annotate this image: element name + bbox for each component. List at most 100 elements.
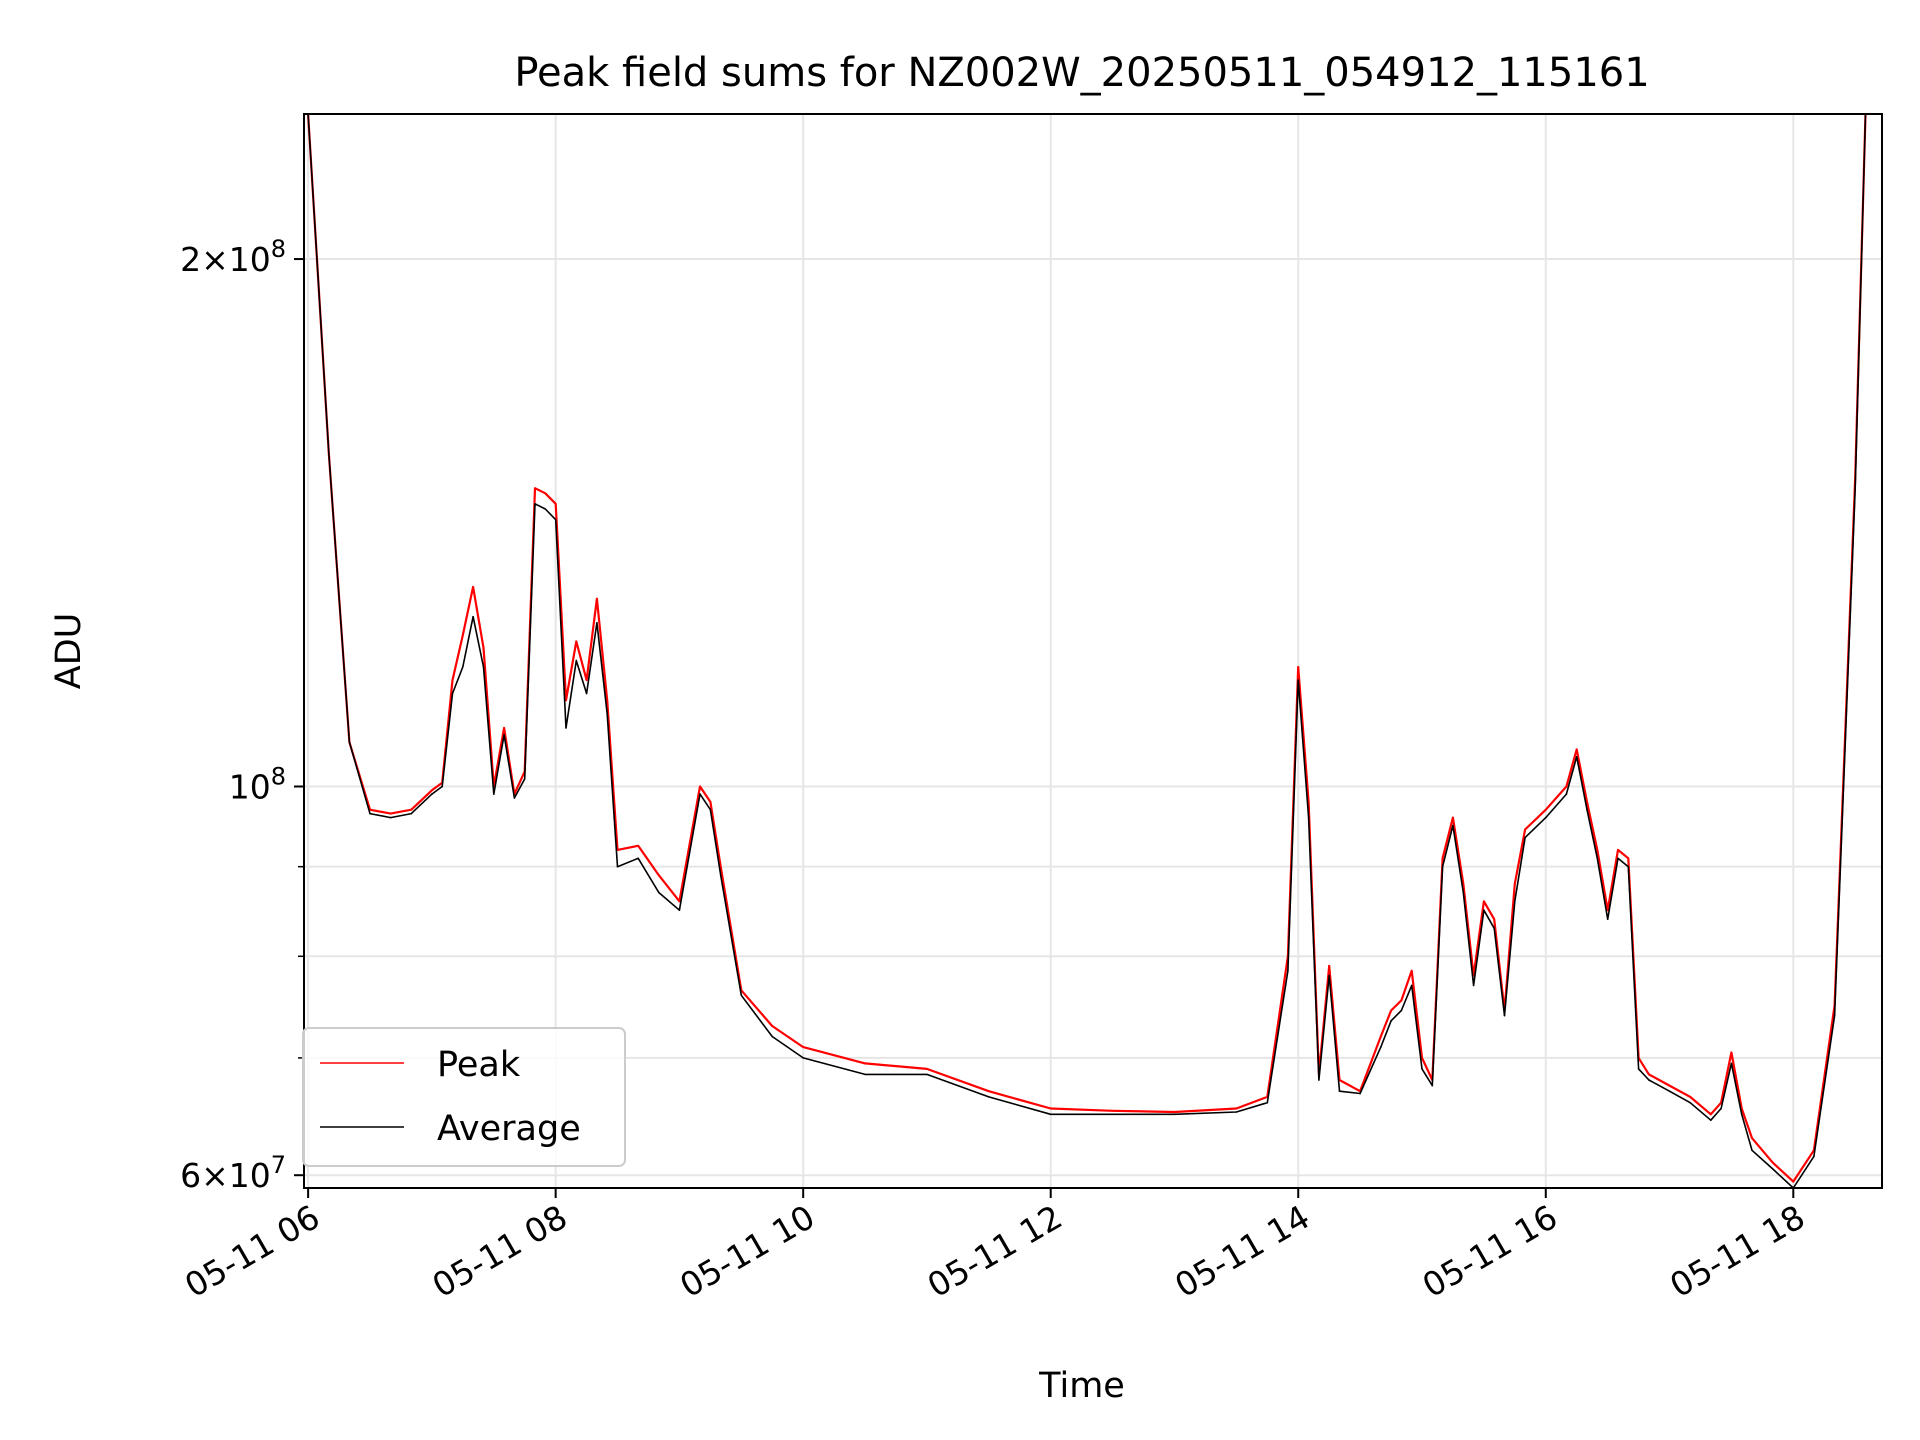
data-point-average	[565, 727, 567, 729]
legend-label-average: Average	[437, 1109, 581, 1149]
data-point-average	[1421, 1068, 1423, 1070]
data-point-average	[1627, 865, 1630, 868]
y-tick-label: 6×107	[180, 1151, 286, 1195]
data-point-average	[1410, 984, 1413, 987]
data-point-average	[1730, 1062, 1733, 1065]
data-point-average	[1338, 1090, 1341, 1092]
data-point-average	[1462, 891, 1465, 894]
data-point-peak	[410, 808, 413, 811]
data-point-average	[1493, 927, 1495, 930]
data-point-peak	[1575, 748, 1578, 751]
data-point-average	[585, 692, 588, 695]
data-point-average	[1740, 1113, 1743, 1116]
data-point-average	[1514, 900, 1516, 903]
data-point-peak	[1617, 849, 1619, 851]
data-point-average	[431, 793, 433, 795]
data-point-peak	[606, 699, 608, 702]
data-point-average	[441, 785, 444, 788]
data-point-peak	[1689, 1096, 1691, 1098]
data-point-average	[472, 615, 474, 618]
data-point-average	[1297, 679, 1299, 681]
data-point-average	[534, 503, 536, 505]
data-point-peak	[1710, 1113, 1712, 1116]
data-point-peak	[658, 874, 660, 876]
data-point-average	[1637, 1068, 1640, 1070]
data-point-average	[606, 713, 608, 715]
data-point-peak	[565, 699, 567, 702]
data-point-peak	[1410, 969, 1413, 972]
data-point-average	[1452, 824, 1454, 827]
data-point-average	[575, 659, 578, 662]
data-point-average	[1813, 1155, 1815, 1158]
data-point-peak	[1648, 1073, 1650, 1076]
y-axis-label: ADU	[49, 613, 89, 690]
data-point-peak	[864, 1062, 866, 1065]
data-point-average	[1565, 793, 1568, 795]
chart-title: Peak field sums for NZ002W_20250511_0549…	[514, 50, 1649, 96]
series-layer	[307, 114, 1867, 1188]
data-point-peak	[1328, 965, 1330, 967]
data-point-average	[1483, 909, 1485, 911]
data-point-peak	[1049, 1107, 1052, 1110]
data-point-peak	[482, 647, 485, 649]
data-point-average	[482, 666, 485, 668]
data-point-peak	[1792, 1180, 1795, 1183]
data-point-peak	[1720, 1101, 1722, 1104]
data-point-peak	[503, 727, 505, 729]
data-point-average	[462, 666, 464, 668]
data-point-average	[678, 909, 681, 911]
data-point-average	[1668, 1090, 1671, 1092]
data-point-peak	[1235, 1107, 1238, 1110]
data-point-average	[1111, 1113, 1114, 1116]
data-point-peak	[678, 900, 681, 903]
data-point-peak	[1111, 1110, 1114, 1112]
data-point-average	[1503, 1014, 1506, 1017]
data-point-average	[389, 816, 392, 819]
data-point-peak	[389, 812, 392, 815]
data-point-peak	[1421, 1057, 1423, 1059]
data-point-average	[1586, 808, 1588, 811]
data-point-average	[926, 1073, 928, 1076]
data-point-average	[596, 622, 598, 624]
data-point-peak	[585, 679, 588, 681]
data-point-average	[1318, 1079, 1320, 1081]
data-point-average	[1472, 984, 1475, 987]
data-point-average	[1689, 1101, 1691, 1104]
data-point-average	[493, 793, 495, 795]
data-point-peak	[771, 1025, 773, 1027]
data-point-average	[1751, 1149, 1753, 1152]
data-point-average	[1854, 487, 1856, 490]
data-point-peak	[699, 785, 701, 788]
data-point-average	[699, 793, 701, 795]
data-point-average	[1617, 857, 1619, 860]
data-point-average	[1431, 1084, 1434, 1087]
data-point-average	[348, 741, 351, 743]
data-point-average	[544, 508, 547, 510]
plot-frame	[303, 113, 1883, 1189]
data-point-peak	[431, 789, 433, 792]
legend: Peak Average	[302, 1027, 626, 1167]
data-point-peak	[1627, 857, 1630, 860]
data-point-average	[1235, 1111, 1238, 1113]
data-point-average	[1710, 1119, 1712, 1121]
data-point-average	[802, 1057, 804, 1059]
data-point-peak	[1586, 801, 1588, 803]
data-point-average	[1049, 1113, 1052, 1116]
data-point-average	[1380, 1046, 1382, 1048]
data-point-average	[1307, 816, 1310, 819]
data-point-average	[988, 1096, 990, 1098]
data-point-peak	[1730, 1051, 1733, 1054]
data-point-peak	[544, 492, 547, 495]
data-point-peak	[1524, 828, 1526, 831]
data-point-peak	[1514, 883, 1516, 885]
data-point-peak	[1483, 900, 1485, 903]
data-point-average	[1359, 1092, 1361, 1095]
x-axis-label: Time	[1038, 1366, 1125, 1406]
legend-label-peak: Peak	[437, 1045, 521, 1085]
data-point-peak	[1297, 666, 1299, 668]
data-point-peak	[1606, 909, 1609, 911]
data-point-peak	[451, 679, 454, 681]
data-point-average	[616, 865, 619, 868]
data-point-average	[513, 797, 516, 799]
